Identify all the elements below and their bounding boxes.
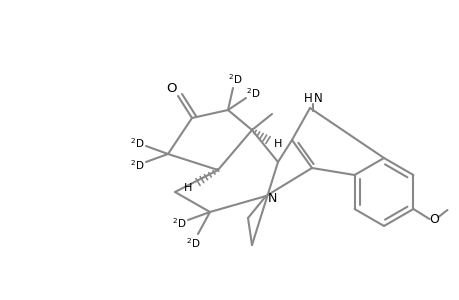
Text: O: O [166,82,177,94]
Text: N: N [313,92,322,104]
Text: $^{2}$D: $^{2}$D [185,236,200,250]
Text: H: H [303,92,312,104]
Text: N: N [267,193,276,206]
Text: H: H [273,139,281,149]
Text: $^{2}$D: $^{2}$D [227,72,242,86]
Text: O: O [429,214,438,226]
Text: $^{2}$D: $^{2}$D [172,216,186,230]
Text: $^{2}$D: $^{2}$D [130,158,144,172]
Text: H: H [184,183,192,193]
Text: $^{2}$D: $^{2}$D [246,86,260,100]
Text: $^{2}$D: $^{2}$D [130,136,144,150]
